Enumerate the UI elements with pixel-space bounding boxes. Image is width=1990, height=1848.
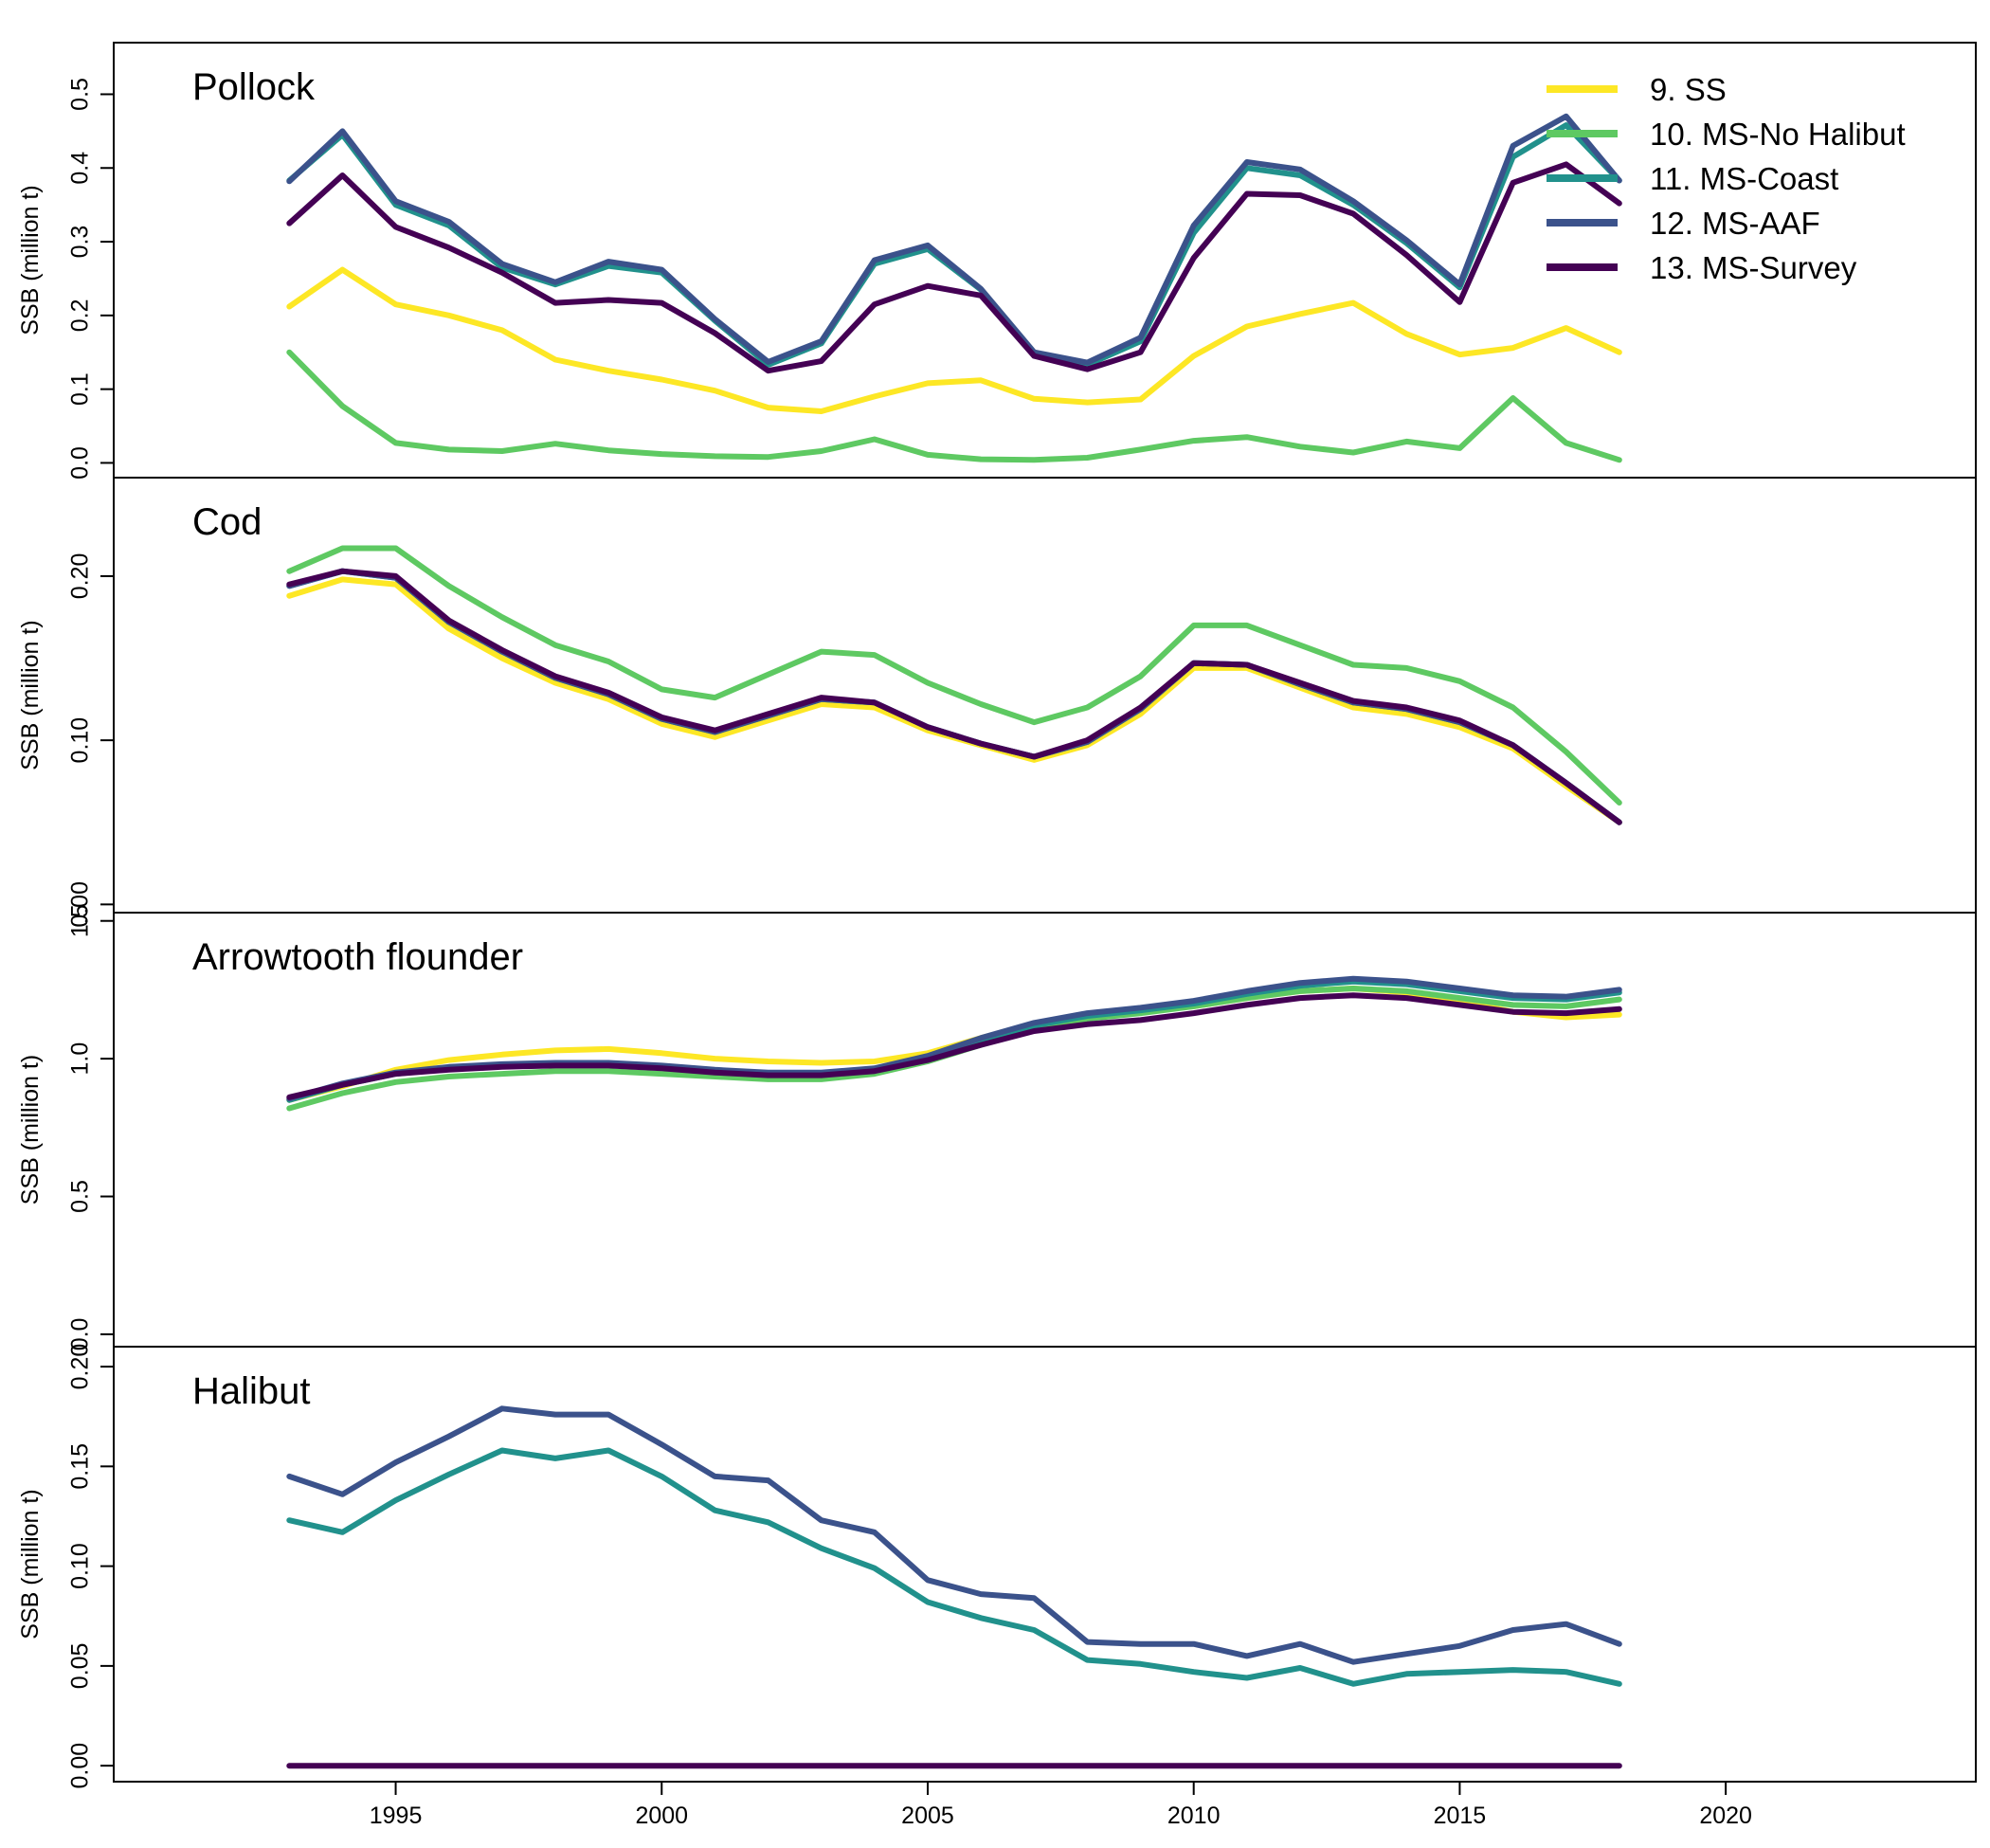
y-tick-label: 0.0 <box>67 446 94 480</box>
x-tick-label: 2015 <box>1434 1803 1487 1829</box>
y-tick-label: 0.00 <box>67 1743 94 1789</box>
panel-title: Pollock <box>192 66 316 108</box>
x-tick-label: 2005 <box>901 1803 954 1829</box>
y-tick-label: 0.10 <box>67 717 94 764</box>
x-tick-label: 2020 <box>1699 1803 1752 1829</box>
y-tick-label: 0.5 <box>67 78 94 111</box>
y-tick-label: 0.20 <box>67 553 94 600</box>
y-tick-label: 0.1 <box>67 372 94 406</box>
y-tick-label: 0.00 <box>67 881 94 928</box>
panel-title: Arrowtooth flounder <box>192 936 523 978</box>
legend-entry: 10. MS-No Halibut <box>1650 117 1906 152</box>
series-line <box>286 1447 1622 1687</box>
x-tick-label: 2010 <box>1167 1803 1221 1829</box>
y-tick-label: 0.20 <box>67 1344 94 1390</box>
x-axis: 1995 2000 2005 2010 2015 2020 <box>370 1782 1752 1829</box>
y-axis-title: SSB (million t) <box>17 620 44 770</box>
series-line <box>286 568 1622 825</box>
y-axis-title: SSB (million t) <box>17 185 44 335</box>
y-tick-label: 1.5 <box>67 904 94 937</box>
panel-0: 0.0 0.1 0.2 0.3 0.4 0.5 SSB (million t) Pollock <box>17 42 1977 480</box>
x-tick-label: 1995 <box>370 1803 423 1829</box>
series-line <box>286 545 1622 806</box>
legend-entry: 12. MS-AAF <box>1650 206 1820 241</box>
y-tick-label: 0.2 <box>67 299 94 332</box>
panel-frame <box>113 477 1977 914</box>
y-tick-label: 0.15 <box>67 1443 94 1490</box>
y-tick-label: 0.4 <box>67 152 94 185</box>
panel-frame <box>113 1346 1977 1783</box>
y-tick-label: 0.5 <box>67 1180 94 1213</box>
series-line <box>286 1405 1622 1665</box>
y-axis-title: SSB (million t) <box>17 1489 44 1639</box>
panel-title: Cod <box>192 501 262 543</box>
series-line <box>286 266 1622 414</box>
y-tick-label: 0.10 <box>67 1543 94 1589</box>
series-line <box>286 113 1622 366</box>
series-line <box>286 576 1622 825</box>
series-line <box>286 992 1622 1100</box>
legend-entry: 11. MS-Coast <box>1650 161 1838 196</box>
legend-entry: 9. SS <box>1650 72 1727 107</box>
panel-2: 0.0 0.5 1.0 1.5 SSB (million t) Arrowtooth fl… <box>17 904 1977 1351</box>
y-tick-label: 0.3 <box>67 226 94 259</box>
series-line <box>286 161 1622 374</box>
legend-entry: 13. MS-Survey <box>1650 250 1857 285</box>
series-line <box>286 349 1622 463</box>
y-tick-label: 0.0 <box>67 1318 94 1351</box>
panel-3: 0.00 0.05 0.10 0.15 0.20 SSB (million t) Halib… <box>17 1344 1977 1789</box>
legend: 9. SS 10. MS-No Halibut 11. MS-Coast 12. MS… <box>1547 72 1906 285</box>
panel-1: 0.00 0.10 0.20 SSB (million t) Cod <box>17 477 1977 928</box>
x-tick-label: 2000 <box>635 1803 688 1829</box>
panel-title: Halibut <box>192 1370 311 1412</box>
y-tick-label: 0.05 <box>67 1643 94 1690</box>
y-tick-label: 1.0 <box>67 1042 94 1076</box>
y-axis-title: SSB (million t) <box>17 1055 44 1205</box>
